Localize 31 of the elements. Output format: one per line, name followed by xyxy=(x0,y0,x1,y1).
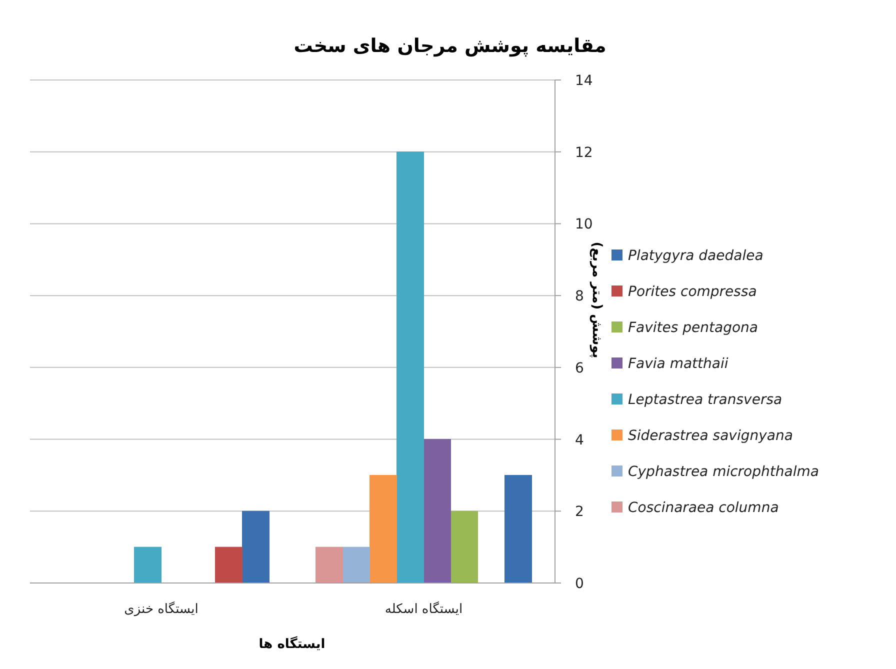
bar xyxy=(342,546,370,584)
legend-label: Siderastrea savignyana xyxy=(628,428,793,444)
y-tick-label: 8 xyxy=(575,288,584,305)
x-tick-label: ایستگاه خنزی xyxy=(124,601,198,617)
legend-label: Platygyra daedalea xyxy=(628,248,764,264)
x-tick-label: ایستگاه اسکله xyxy=(384,601,463,617)
x-axis-title: ایستگاه ها xyxy=(258,636,326,652)
bar xyxy=(242,510,270,584)
bar xyxy=(215,546,242,584)
y-tick-label: 4 xyxy=(575,432,584,448)
y-axis-title: پوشش (متر مربع) xyxy=(589,242,604,358)
legend-label: Cyphastrea microphthalma xyxy=(628,464,819,480)
chart-title: مقایسه پوشش مرجان های سخت xyxy=(294,35,606,57)
y-tick-label: 6 xyxy=(575,360,584,376)
bar xyxy=(396,152,424,584)
legend-label: Porites compressa xyxy=(628,284,757,300)
legend-label: Favia matthaii xyxy=(628,356,728,372)
bar xyxy=(504,474,532,584)
bar xyxy=(450,510,478,584)
bar xyxy=(134,546,162,584)
legend-label: Favites pentagona xyxy=(628,320,758,336)
y-tick-label: 14 xyxy=(575,73,593,89)
legend-label: Leptastrea transversa xyxy=(628,392,782,408)
bar xyxy=(424,439,451,584)
y-tick-label: 10 xyxy=(575,216,593,233)
y-tick-label: 12 xyxy=(575,144,593,161)
bar xyxy=(316,546,343,584)
bar xyxy=(370,474,397,584)
legend-label: Coscinaraea columna xyxy=(628,500,779,516)
y-tick-label: 2 xyxy=(575,504,584,520)
y-tick-label: 0 xyxy=(575,576,584,592)
